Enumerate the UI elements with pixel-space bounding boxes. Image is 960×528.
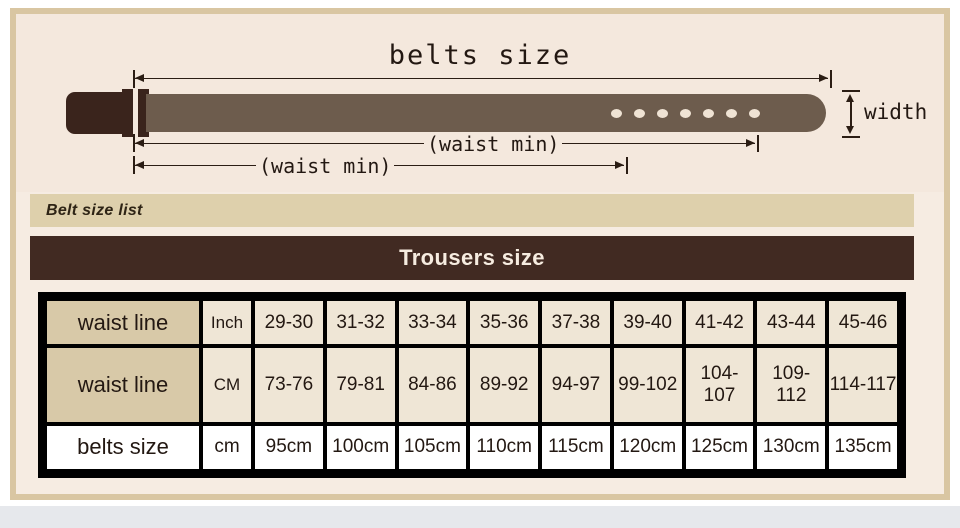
dim-label-width: width xyxy=(864,100,928,124)
belt-diagram-title: belts size xyxy=(388,40,572,71)
dim-arrow-left-total xyxy=(135,74,144,82)
dim-tick-right-total xyxy=(830,70,832,88)
dim-arrow-right-total xyxy=(819,74,828,82)
dim-tick-right-waist-upper xyxy=(757,135,759,152)
dim-tick-right-waist-lower xyxy=(626,157,628,174)
size-table-body: waist line Inch 29-30 31-32 33-34 35-36 37-38 3… xyxy=(47,301,897,469)
belt-keeper-band-1 xyxy=(122,89,133,137)
dim-line-width xyxy=(850,98,852,128)
table-cell: 35-36 xyxy=(470,301,539,345)
table-cell: 105cm xyxy=(398,425,467,469)
row-unit-cell: CM xyxy=(203,348,251,422)
belt-diagram: belts size xyxy=(16,14,944,192)
dim-tick-left-waist-lower xyxy=(133,156,135,174)
belt-hole xyxy=(680,109,691,118)
dim-tick-left-total xyxy=(133,70,135,88)
table-cell: 39-40 xyxy=(613,301,682,345)
table-cell: 45-46 xyxy=(829,301,897,345)
belt-keeper-band-2 xyxy=(138,89,149,137)
table-cell: 130cm xyxy=(757,425,826,469)
dim-tick-width-top xyxy=(842,90,860,92)
table-cell: 31-32 xyxy=(326,301,395,345)
table-row: belts size cm 95cm 100cm 105cm 110cm 115cm 120c… xyxy=(47,425,897,469)
belt-strap xyxy=(146,94,826,132)
size-table-container: waist line Inch 29-30 31-32 33-34 35-36 37-38 3… xyxy=(38,292,906,478)
table-cell: 115cm xyxy=(542,425,610,469)
bottom-strip xyxy=(0,506,960,528)
row-label-cell: belts size xyxy=(47,425,199,469)
belt-hole xyxy=(611,109,622,118)
dim-arrow-right-waist-lower xyxy=(615,161,624,169)
trousers-size-title: Trousers size xyxy=(399,245,545,270)
table-cell: 43-44 xyxy=(757,301,826,345)
table-row: waist line CM 73-76 79-81 84-86 89-92 94-97 99-… xyxy=(47,348,897,422)
table-cell: 114-117 xyxy=(829,348,897,422)
row-label-cell: waist line xyxy=(47,348,199,422)
belt-hole xyxy=(657,109,668,118)
dim-arrow-width-down xyxy=(846,126,854,134)
dim-arrow-right-waist-upper xyxy=(746,139,755,147)
dim-label-waist-min-lower: (waist min) xyxy=(256,156,395,176)
table-cell: 79-81 xyxy=(326,348,395,422)
table-cell: 94-97 xyxy=(542,348,610,422)
table-cell: 73-76 xyxy=(255,348,323,422)
table-cell: 125cm xyxy=(685,425,754,469)
table-cell: 99-102 xyxy=(613,348,682,422)
table-cell: 95cm xyxy=(255,425,323,469)
belt-hole xyxy=(703,109,714,118)
table-cell: 104-107 xyxy=(685,348,754,422)
table-cell: 37-38 xyxy=(542,301,610,345)
table-cell: 100cm xyxy=(326,425,395,469)
table-cell: 135cm xyxy=(829,425,897,469)
belt-size-list-title: Belt size list xyxy=(46,201,143,219)
table-cell: 84-86 xyxy=(398,348,467,422)
table-cell: 110cm xyxy=(470,425,539,469)
row-unit-cell: cm xyxy=(203,425,251,469)
belt-size-list-bar: Belt size list xyxy=(30,194,914,227)
dim-arrow-left-waist-lower xyxy=(135,161,144,169)
dim-label-waist-min-upper: (waist min) xyxy=(424,134,563,154)
dim-tick-left-waist-upper xyxy=(133,134,135,152)
trousers-size-banner: Trousers size xyxy=(30,236,914,280)
table-cell: 41-42 xyxy=(685,301,754,345)
belt-hole xyxy=(749,109,760,118)
belt-buckle-icon xyxy=(66,92,128,134)
dim-arrow-left-waist-upper xyxy=(135,139,144,147)
belt-hole xyxy=(634,109,645,118)
dim-tick-width-bottom xyxy=(842,136,860,138)
row-label-cell: waist line xyxy=(47,301,199,345)
inner-panel: belts size xyxy=(16,14,944,494)
table-cell: 109-112 xyxy=(757,348,826,422)
belt-hole xyxy=(726,109,737,118)
table-cell: 33-34 xyxy=(398,301,467,345)
table-cell: 120cm xyxy=(613,425,682,469)
size-table: waist line Inch 29-30 31-32 33-34 35-36 37-38 3… xyxy=(43,297,901,473)
table-row: waist line Inch 29-30 31-32 33-34 35-36 37-38 3… xyxy=(47,301,897,345)
outer-frame: belts size xyxy=(10,8,950,500)
table-cell: 89-92 xyxy=(470,348,539,422)
table-cell: 29-30 xyxy=(255,301,323,345)
row-unit-cell: Inch xyxy=(203,301,251,345)
dim-line-belts-size xyxy=(134,78,828,79)
